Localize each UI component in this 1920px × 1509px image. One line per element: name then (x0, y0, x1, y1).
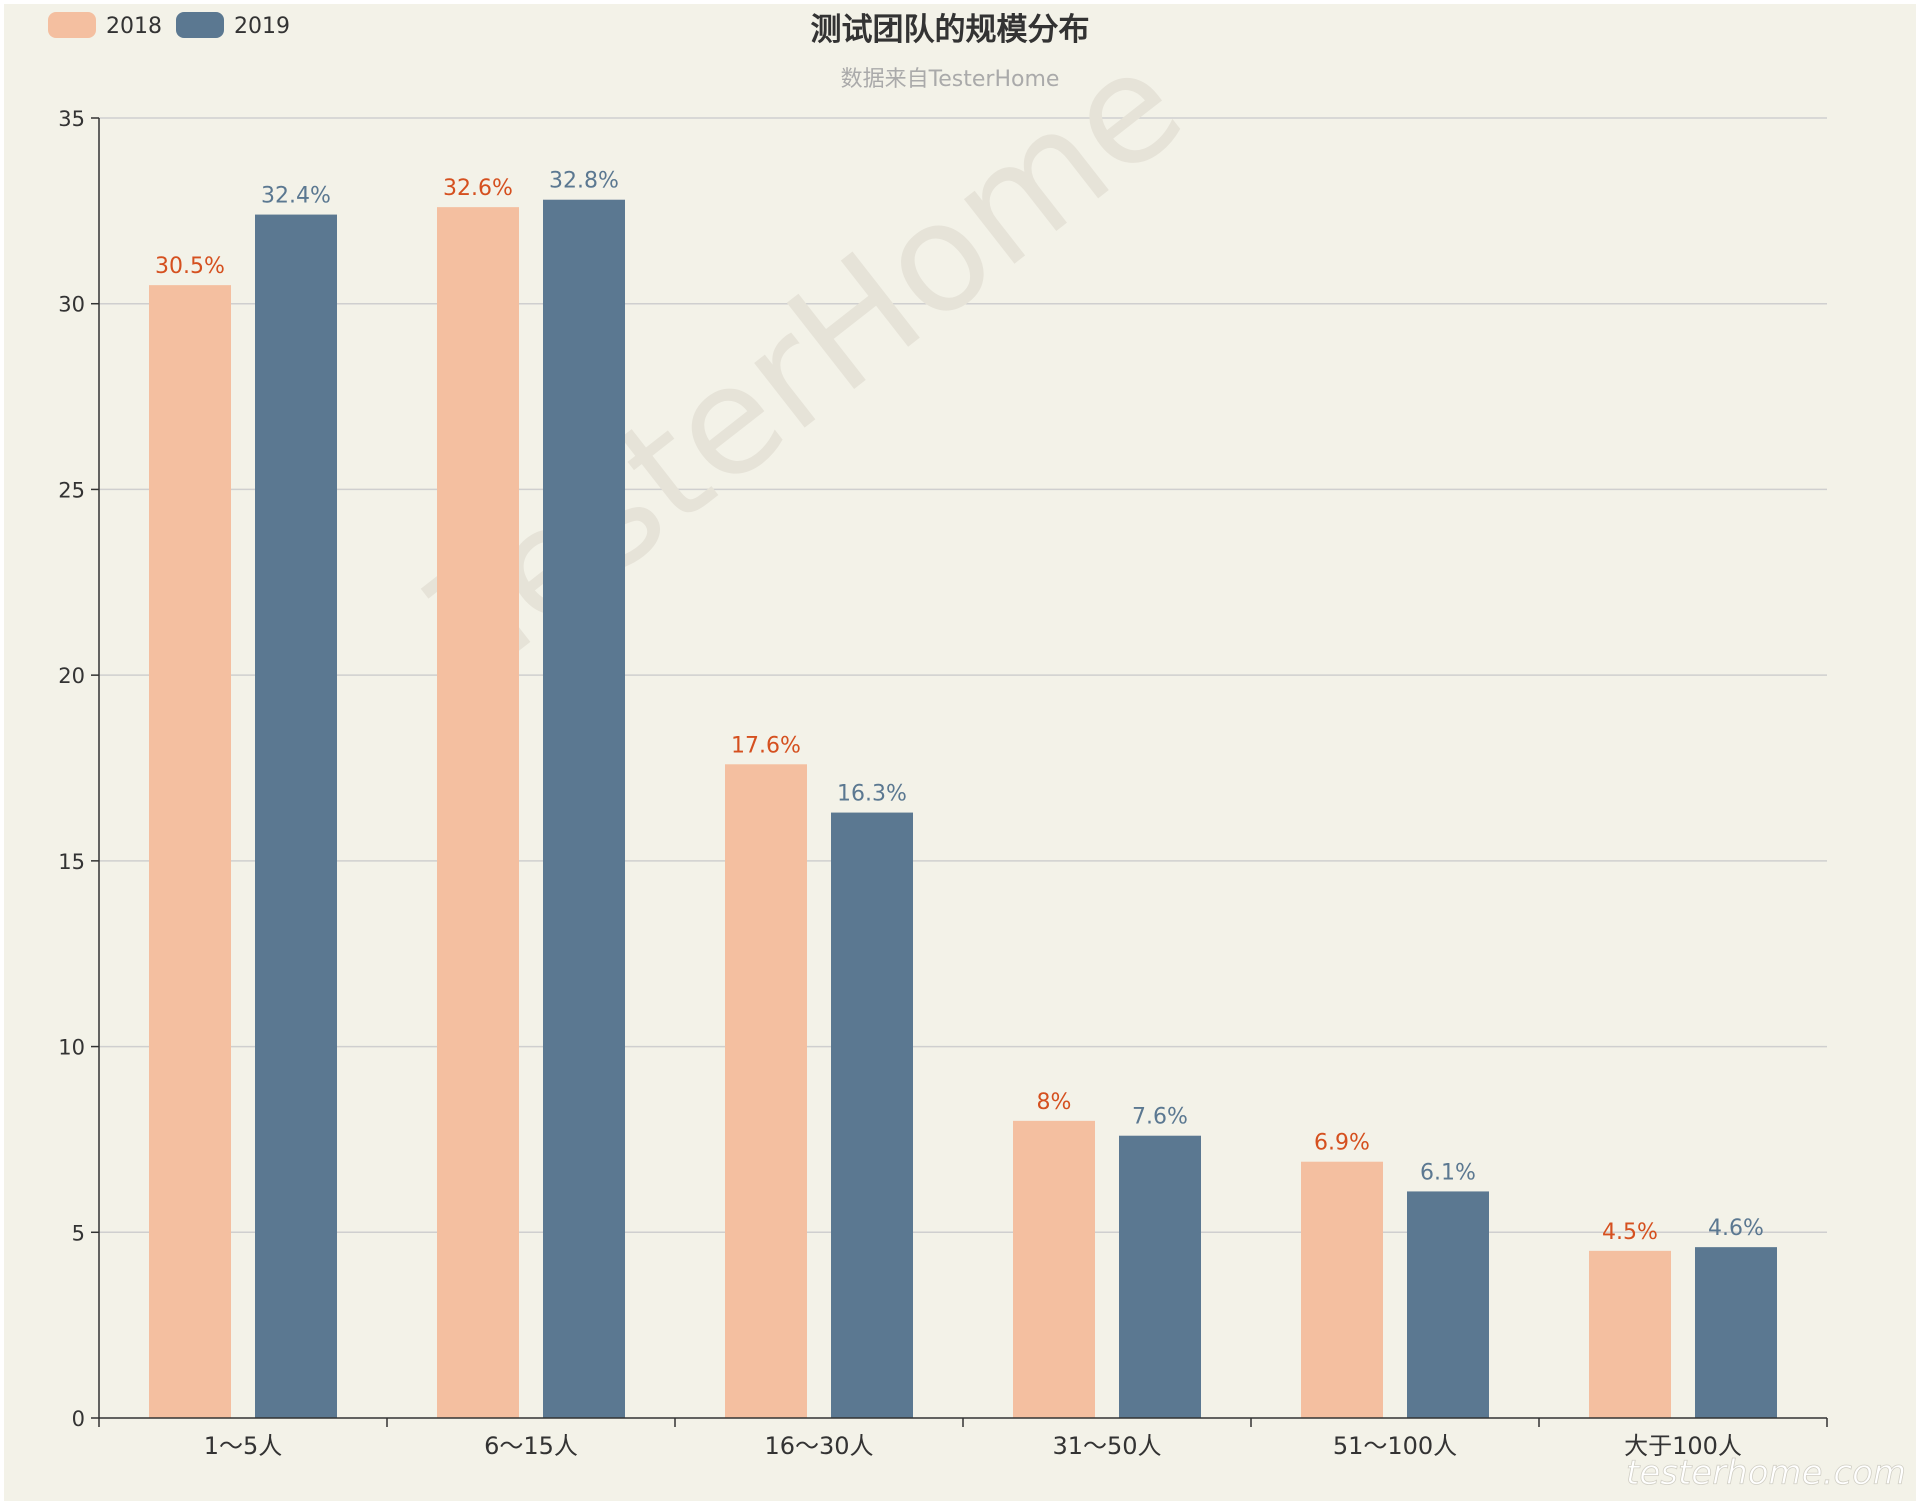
x-tick-label: 6～15人 (484, 1432, 578, 1460)
bar-2019-1[interactable] (543, 199, 625, 1419)
bar-2019-4[interactable] (1407, 1191, 1489, 1418)
bar-2018-0[interactable] (149, 285, 231, 1419)
legend-swatch-2019[interactable] (176, 12, 224, 38)
x-tick-label: 大于100人 (1624, 1432, 1742, 1460)
data-label: 7.6% (1132, 1105, 1188, 1130)
bar-2018-1[interactable] (437, 207, 519, 1419)
data-label: 30.5% (155, 254, 225, 279)
x-tick-label: 51～100人 (1333, 1432, 1457, 1460)
y-tick-label: 20 (58, 664, 85, 688)
data-label: 16.3% (837, 782, 907, 807)
data-label: 17.6% (731, 733, 801, 758)
data-label: 32.6% (443, 176, 513, 201)
bar-2018-4[interactable] (1301, 1161, 1383, 1418)
data-label: 6.9% (1314, 1131, 1370, 1156)
y-tick-label: 35 (58, 107, 85, 131)
x-tick-label: 31～50人 (1052, 1432, 1161, 1460)
bar-2018-2[interactable] (725, 764, 807, 1418)
data-label: 32.4% (261, 184, 331, 209)
y-tick-label: 5 (72, 1221, 85, 1245)
chart-subtitle: 数据来自TesterHome (841, 67, 1060, 92)
corner-watermark: testerhome.com (1626, 1453, 1906, 1493)
bar-2019-3[interactable] (1119, 1135, 1201, 1418)
legend[interactable]: 2018 2019 (48, 12, 290, 39)
bars (149, 199, 1777, 1419)
chart-title: 测试团队的规模分布 (811, 12, 1090, 48)
legend-swatch-2018[interactable] (48, 12, 96, 38)
x-tick-label: 1～5人 (204, 1432, 283, 1460)
y-tick-label: 15 (58, 850, 85, 874)
bar-2019-0[interactable] (255, 214, 337, 1419)
y-tick-label: 30 (58, 293, 85, 317)
data-label: 4.6% (1708, 1216, 1764, 1241)
data-labels: 30.5% 32.6% 17.6% 8% 6.9% 4.5% 32.4% 32.8% 16.3%… (155, 169, 1764, 1245)
grid-lines (99, 117, 1827, 1234)
y-tick-label: 0 (72, 1407, 85, 1431)
bar-2019-5[interactable] (1695, 1247, 1777, 1418)
data-label: 8% (1037, 1090, 1072, 1115)
bar-2018-5[interactable] (1589, 1250, 1671, 1418)
legend-label[interactable]: 2019 (234, 14, 290, 39)
bar-2019-2[interactable] (831, 812, 913, 1418)
bar-2018-3[interactable] (1013, 1120, 1095, 1418)
data-label: 6.1% (1420, 1160, 1476, 1185)
data-label: 4.5% (1602, 1220, 1658, 1245)
axes: 0 5 10 15 20 25 30 35 1～5人 6～15人 16～30人 31～50人 51～10… (58, 107, 1828, 1460)
x-tick-label: 16～30人 (764, 1432, 873, 1460)
legend-label[interactable]: 2018 (106, 14, 162, 39)
y-tick-label: 10 (58, 1036, 85, 1060)
data-label: 32.8% (549, 169, 619, 194)
y-tick-label: 25 (58, 478, 85, 502)
